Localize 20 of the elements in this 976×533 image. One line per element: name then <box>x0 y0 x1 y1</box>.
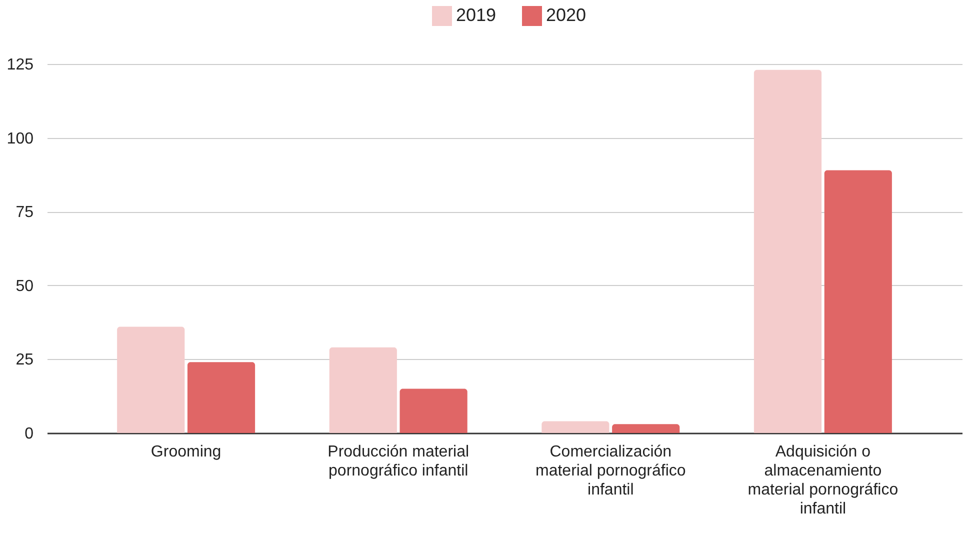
bar <box>754 70 822 433</box>
legend-label: 2019 <box>456 5 496 25</box>
y-tick-label: 75 <box>16 204 34 222</box>
bar <box>329 347 397 433</box>
y-tick-label: 0 <box>24 426 34 442</box>
y-tick-label: 125 <box>6 56 34 74</box>
bar <box>824 170 892 433</box>
y-tick-label: 100 <box>6 130 34 148</box>
x-tick-label: Adquisición o almacenamiento material pornográfico infantil <box>748 444 898 518</box>
bar <box>542 421 610 433</box>
x-tick-label: Comercialización material pornográfico infantil <box>536 444 686 498</box>
bar <box>117 326 185 433</box>
legend-label: 2020 <box>546 5 586 25</box>
y-tick-label: 25 <box>16 352 34 369</box>
bar <box>187 362 256 433</box>
bar <box>612 424 680 433</box>
bar <box>400 388 468 433</box>
x-tick-label: Producción material pornográfico infantil <box>328 444 470 480</box>
x-tick-label: Grooming <box>150 444 222 460</box>
y-tick-label: 50 <box>16 278 34 295</box>
